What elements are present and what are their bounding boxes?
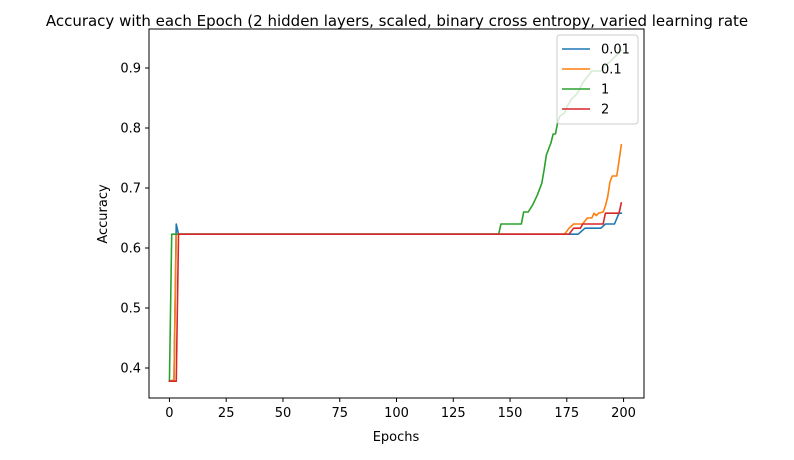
x-tick-label: 200 (611, 406, 636, 421)
series-line-2 (168, 202, 623, 383)
x-tick-label: 175 (554, 406, 579, 421)
x-tick-label: 100 (384, 406, 409, 421)
legend: 0.01 0.1 1 2 (556, 34, 639, 125)
legend-box (556, 34, 639, 125)
x-tick-label: 75 (331, 406, 348, 421)
legend-label: 2 (601, 103, 609, 118)
y-tick-label: 0.7 (120, 182, 141, 197)
series-line-0-1 (168, 143, 623, 383)
legend-label: 0.01 (601, 43, 630, 58)
y-tick-label: 0.8 (120, 122, 141, 137)
y-tick-label: 0.9 (120, 62, 141, 77)
chart-title: Accuracy with each Epoch (2 hidden layer… (46, 12, 748, 30)
x-tick-label: 0 (165, 406, 173, 421)
y-tick-label: 0.4 (120, 362, 141, 377)
legend-label: 0.1 (601, 63, 622, 78)
y-axis-label: Accuracy (96, 184, 111, 244)
y-axis-ticks: 0.4 0.5 0.6 0.7 0.8 0.9 (120, 62, 149, 377)
x-tick-label: 150 (498, 406, 523, 421)
legend-entries: 0.01 0.1 1 2 (562, 43, 630, 118)
y-tick-label: 0.5 (120, 302, 141, 317)
y-tick-label: 0.6 (120, 242, 141, 257)
x-axis-label: Epochs (373, 430, 420, 445)
x-tick-label: 50 (275, 406, 292, 421)
legend-label: 1 (601, 83, 609, 98)
x-axis-ticks: 0 25 50 75 100 125 150 175 200 (165, 398, 636, 421)
x-tick-label: 125 (441, 406, 466, 421)
x-tick-label: 25 (218, 406, 235, 421)
